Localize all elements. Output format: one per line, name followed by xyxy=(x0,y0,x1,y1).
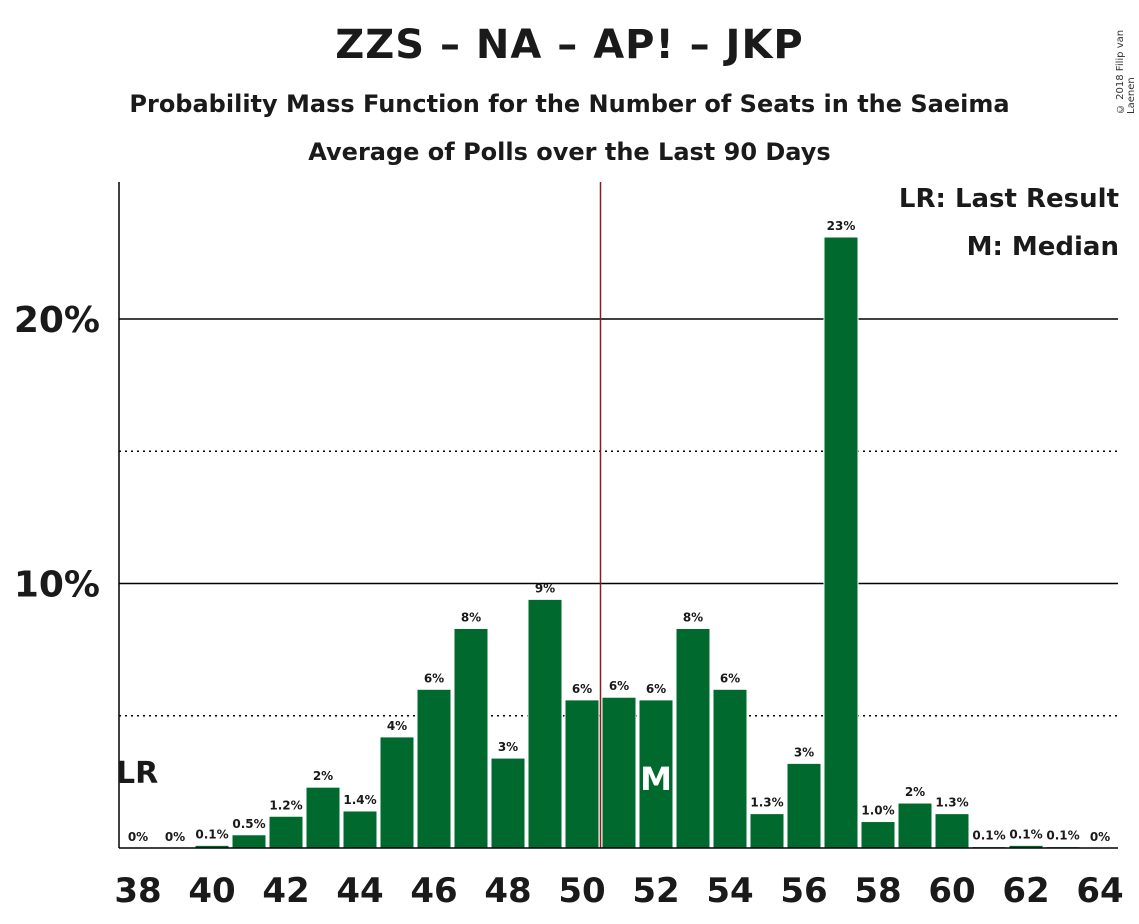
bar-value-label: 1.4% xyxy=(343,793,376,807)
bar-value-label: 1.2% xyxy=(269,798,302,812)
chart-subtitle: Probability Mass Function for the Number… xyxy=(129,90,1010,118)
x-tick-label: 50 xyxy=(558,871,605,911)
y-tick-label: 20% xyxy=(14,300,100,341)
bar-value-label: 6% xyxy=(720,671,740,685)
bar xyxy=(379,736,415,849)
bar xyxy=(453,627,489,849)
bar-value-label: 9% xyxy=(535,581,555,595)
bar-value-label: 3% xyxy=(794,745,814,759)
bar xyxy=(860,821,896,849)
bar xyxy=(638,699,674,849)
bar-value-label: 0% xyxy=(165,830,185,844)
last-result-marker: LR xyxy=(116,756,158,791)
bar-value-label: 3% xyxy=(498,740,518,754)
x-tick-label: 38 xyxy=(114,871,161,911)
bar-value-label: 23% xyxy=(827,219,856,233)
bar-value-label: 0.5% xyxy=(232,817,265,831)
bar xyxy=(416,688,452,849)
x-tick-label: 48 xyxy=(484,871,531,911)
bar xyxy=(601,696,637,849)
median-marker: M xyxy=(640,760,672,798)
bar-value-label: 0.1% xyxy=(1046,829,1079,843)
x-tick-label: 60 xyxy=(928,871,975,911)
y-tick-label: 10% xyxy=(14,565,100,606)
legend-last-result: LR: Last Result xyxy=(898,184,1119,214)
bar xyxy=(712,688,748,849)
bar-value-label: 6% xyxy=(424,671,444,685)
x-tick-label: 58 xyxy=(854,871,901,911)
bar-value-label: 0.1% xyxy=(195,827,228,841)
x-tick-label: 64 xyxy=(1076,871,1123,911)
bar-value-label: 6% xyxy=(572,682,592,696)
legend-median: M: Median xyxy=(966,232,1119,262)
x-tick-label: 56 xyxy=(780,871,827,911)
bar-value-label: 0% xyxy=(128,830,148,844)
bar-value-label: 1.0% xyxy=(861,804,894,818)
bar-value-label: 0.1% xyxy=(1009,827,1042,841)
x-tick-label: 44 xyxy=(336,871,383,911)
bar-value-label: 1.3% xyxy=(935,796,968,810)
x-tick-label: 42 xyxy=(262,871,309,911)
bar xyxy=(342,810,378,849)
bar xyxy=(564,699,600,849)
bar-value-label: 6% xyxy=(646,682,666,696)
bar-value-label: 1.3% xyxy=(750,796,783,810)
bar xyxy=(675,627,711,849)
bar-value-label: 2% xyxy=(905,785,925,799)
bar-value-label: 8% xyxy=(683,610,703,624)
bar xyxy=(268,815,304,849)
bar-value-label: 6% xyxy=(609,679,629,693)
bar xyxy=(897,802,933,849)
x-tick-label: 54 xyxy=(706,871,753,911)
bar xyxy=(786,762,822,849)
bar xyxy=(934,813,970,849)
chart-subtitle-2: Average of Polls over the Last 90 Days xyxy=(308,138,831,166)
bar-value-label: 0.1% xyxy=(972,829,1005,843)
bar-value-label: 8% xyxy=(461,610,481,624)
x-tick-label: 46 xyxy=(410,871,457,911)
chart-title: ZZS – NA – AP! – JKP xyxy=(335,22,804,68)
bar xyxy=(527,598,563,849)
x-tick-label: 62 xyxy=(1002,871,1049,911)
bar-value-label: 4% xyxy=(387,719,407,733)
bar xyxy=(490,757,526,849)
bar-value-label: 2% xyxy=(313,769,333,783)
bar xyxy=(305,786,341,849)
bar xyxy=(749,813,785,849)
x-tick-label: 40 xyxy=(188,871,235,911)
bar-value-label: 0% xyxy=(1090,830,1110,844)
bar xyxy=(231,834,267,849)
x-tick-label: 52 xyxy=(632,871,679,911)
bar xyxy=(823,236,859,849)
